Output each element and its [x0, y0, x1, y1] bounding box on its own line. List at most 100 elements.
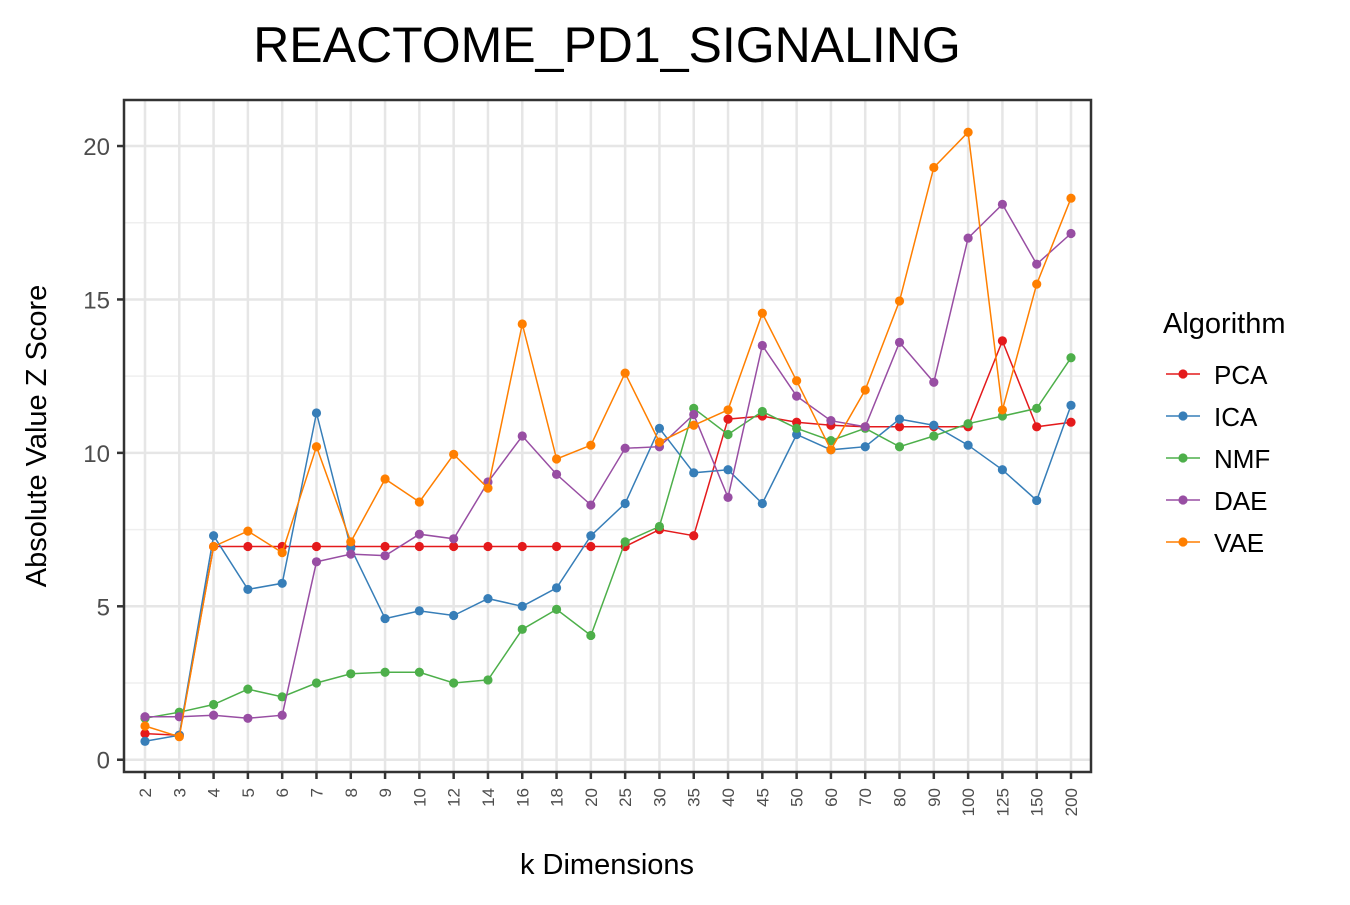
data-point-dae	[1066, 228, 1076, 239]
data-point-pca	[1066, 417, 1076, 427]
data-point-nmf	[277, 692, 287, 702]
data-point-dae	[414, 529, 424, 539]
data-point-ica	[277, 578, 287, 588]
data-point-vae	[1032, 279, 1042, 289]
data-point-ica	[483, 594, 493, 604]
data-point-ica	[929, 420, 939, 430]
data-point-nmf	[208, 699, 219, 710]
legend-item-ica: ICA	[1166, 402, 1258, 432]
x-tick-label: 16	[513, 788, 532, 807]
data-point-nmf	[483, 675, 493, 685]
data-point-nmf	[414, 667, 424, 677]
data-point-vae	[277, 548, 287, 558]
data-point-ica	[311, 408, 322, 418]
plot-panel	[124, 100, 1091, 772]
data-point-nmf	[826, 436, 836, 446]
data-point-dae	[174, 712, 184, 722]
x-tick-label: 80	[891, 788, 910, 807]
y-tick-label: 10	[83, 441, 110, 468]
x-tick-label: 125	[993, 788, 1012, 816]
y-tick-label: 5	[97, 594, 110, 621]
data-point-nmf	[346, 669, 356, 679]
x-tick-label: 60	[822, 788, 841, 807]
series-line-nmf	[144, 357, 1072, 720]
data-point-dae	[380, 551, 390, 561]
data-point-ica	[1066, 400, 1076, 410]
data-point-ica	[208, 531, 219, 541]
data-point-ica	[243, 584, 253, 595]
x-tick-label: 30	[650, 788, 669, 807]
data-point-vae	[380, 474, 390, 484]
data-point-dae	[311, 557, 322, 567]
data-point-vae	[517, 319, 527, 329]
data-point-pca	[449, 541, 459, 552]
x-tick-label: 35	[685, 788, 704, 807]
data-point-vae	[586, 440, 596, 450]
data-point-dae	[208, 710, 219, 720]
data-point-nmf	[963, 419, 973, 429]
x-tick-label: 90	[925, 788, 944, 807]
data-point-dae	[449, 534, 459, 544]
data-point-nmf	[757, 406, 767, 417]
data-point-dae	[517, 431, 527, 441]
x-tick-label: 18	[548, 788, 567, 807]
data-point-nmf	[517, 624, 527, 634]
legend-marker-nmf	[1178, 453, 1188, 463]
x-tick-label: 2	[136, 788, 155, 797]
data-point-nmf	[1032, 403, 1042, 413]
legend-items: PCA ICA NMF DAE VAE	[1166, 360, 1270, 558]
x-tick-label: 5	[239, 788, 258, 797]
data-point-vae	[311, 442, 322, 452]
x-tick-label: 3	[170, 788, 189, 797]
data-point-pca	[551, 541, 562, 552]
y-tick-label: 20	[83, 134, 110, 161]
data-point-nmf	[929, 431, 939, 441]
data-point-vae	[346, 537, 356, 547]
x-tick-label: 45	[753, 788, 772, 807]
legend-label-ica: ICA	[1214, 402, 1258, 432]
legend-marker-ica	[1178, 411, 1188, 421]
data-point-ica	[380, 613, 390, 624]
data-point-ica	[723, 465, 733, 475]
data-point-vae	[243, 526, 253, 536]
data-point-nmf	[894, 442, 905, 452]
data-point-ica	[894, 414, 905, 424]
data-point-ica	[654, 423, 665, 433]
data-point-vae	[894, 296, 905, 306]
data-point-vae	[620, 368, 630, 378]
x-tick-label: 25	[616, 788, 635, 807]
data-point-vae	[1066, 193, 1076, 203]
y-tick-label: 0	[97, 748, 110, 775]
data-point-ica	[689, 468, 699, 478]
data-point-nmf	[586, 630, 596, 641]
legend-item-dae: DAE	[1166, 486, 1267, 516]
data-point-dae	[963, 233, 973, 243]
data-point-vae	[860, 385, 870, 395]
data-point-vae	[929, 162, 939, 173]
data-point-nmf	[551, 604, 562, 614]
x-tick-label: 10	[410, 788, 429, 807]
data-point-ica	[1032, 495, 1042, 506]
legend-label-nmf: NMF	[1214, 444, 1270, 474]
legend-title: Algorithm	[1163, 308, 1286, 340]
data-point-ica	[757, 498, 767, 509]
data-point-vae	[140, 721, 150, 731]
data-point-ica	[963, 440, 973, 450]
data-point-ica	[620, 498, 630, 509]
data-point-nmf	[723, 429, 733, 440]
x-tick-label: 200	[1062, 788, 1081, 816]
data-point-pca	[586, 541, 596, 552]
chart-title: REACTOME_PD1_SIGNALING	[253, 17, 961, 73]
data-point-nmf	[654, 521, 665, 532]
data-point-pca	[894, 422, 905, 432]
legend-marker-dae	[1178, 495, 1188, 505]
series-line-pca	[144, 338, 1072, 736]
x-tick-label: 40	[719, 788, 738, 807]
panel-border	[122, 98, 1093, 774]
legend-marker-vae	[1178, 537, 1188, 547]
data-point-nmf	[449, 678, 459, 688]
x-tick-label: 70	[856, 788, 875, 807]
data-point-pca	[1032, 422, 1042, 432]
